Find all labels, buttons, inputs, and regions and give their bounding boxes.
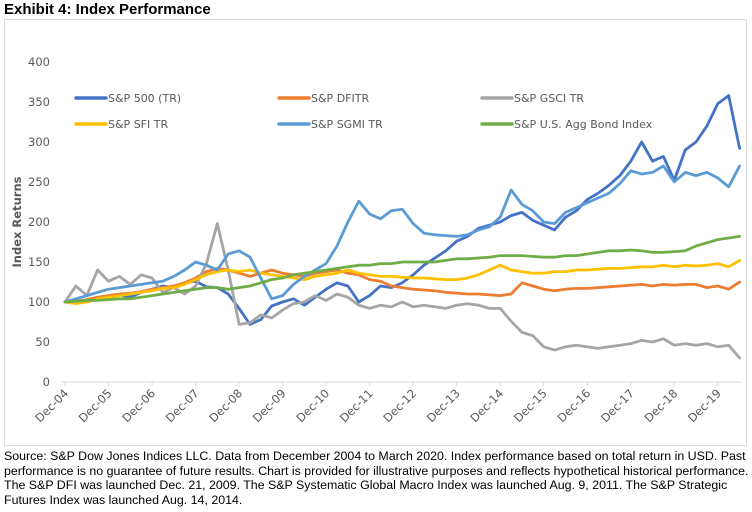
source-note: Source: S&P Dow Jones Indices LLC. Data … bbox=[4, 449, 749, 507]
x-tick-label: Dec-12 bbox=[380, 386, 419, 425]
x-tick-label: Dec-05 bbox=[76, 386, 115, 425]
legend-item: S&P DFITR bbox=[277, 92, 369, 105]
y-axis-title: Index Returns bbox=[10, 176, 24, 267]
x-tick-label: Dec-18 bbox=[641, 386, 680, 425]
x-tick-label: Dec-06 bbox=[119, 386, 158, 425]
legend-label: S&P 500 (TR) bbox=[108, 92, 181, 105]
y-tick-label: 150 bbox=[28, 255, 50, 269]
series-group bbox=[63, 94, 741, 360]
y-tick-label: 250 bbox=[28, 175, 50, 189]
legend-label: S&P GSCI TR bbox=[514, 92, 584, 105]
legend-item: S&P U.S. Agg Bond Index bbox=[480, 118, 653, 131]
y-tick-label: 0 bbox=[43, 375, 50, 389]
chart-title: Exhibit 4: Index Performance bbox=[4, 1, 211, 18]
legend: S&P 500 (TR) S&P DFITR S&P GSCI TR S&P SFI … bbox=[74, 92, 653, 131]
x-axis: Dec-04 Dec-05 Dec-06 Dec-07 Dec-08 Dec-09 Dec-… bbox=[32, 381, 742, 425]
series-line-s-p-sgmi-tr bbox=[63, 164, 741, 304]
x-tick-label: Dec-19 bbox=[685, 386, 724, 425]
x-tick-label: Dec-16 bbox=[554, 386, 593, 425]
legend-item: S&P SGMI TR bbox=[277, 118, 383, 131]
legend-item: S&P SFI TR bbox=[74, 118, 168, 131]
x-tick-label: Dec-09 bbox=[250, 386, 289, 425]
legend-item: S&P 500 (TR) bbox=[74, 92, 181, 105]
y-tick-label: 300 bbox=[28, 135, 50, 149]
legend-label: S&P SGMI TR bbox=[311, 118, 383, 131]
x-tick-label: Dec-07 bbox=[163, 386, 202, 425]
series-line-s-p-u-s-agg-bond-index bbox=[63, 234, 741, 304]
series-line-s-p-dfitr bbox=[63, 266, 741, 304]
y-tick-label: 400 bbox=[28, 55, 50, 69]
legend-item: S&P GSCI TR bbox=[480, 92, 584, 105]
series-line-s-p-gsci-tr bbox=[63, 222, 741, 360]
y-tick-label: 350 bbox=[28, 95, 50, 109]
x-tick-label: Dec-13 bbox=[424, 386, 463, 425]
y-tick-label: 50 bbox=[35, 335, 50, 349]
y-tick-label: 200 bbox=[28, 215, 50, 229]
legend-label: S&P U.S. Agg Bond Index bbox=[514, 118, 653, 131]
x-tick-label: Dec-10 bbox=[293, 386, 332, 425]
x-tick-label: Dec-14 bbox=[467, 386, 506, 425]
x-tick-label: Dec-08 bbox=[206, 386, 245, 425]
x-tick-label: Dec-04 bbox=[32, 386, 71, 425]
chart-frame bbox=[4, 19, 747, 446]
x-tick-label: Dec-15 bbox=[511, 386, 550, 425]
y-axis: 0 50 100 150 200 250 300 350 400 bbox=[28, 55, 50, 389]
legend-label: S&P DFITR bbox=[311, 92, 369, 105]
y-tick-label: 100 bbox=[28, 295, 50, 309]
x-tick-label: Dec-11 bbox=[337, 386, 376, 425]
series-line-s-p-sfi-tr bbox=[63, 258, 741, 306]
x-tick-label: Dec-17 bbox=[598, 386, 637, 425]
legend-label: S&P SFI TR bbox=[108, 118, 168, 131]
